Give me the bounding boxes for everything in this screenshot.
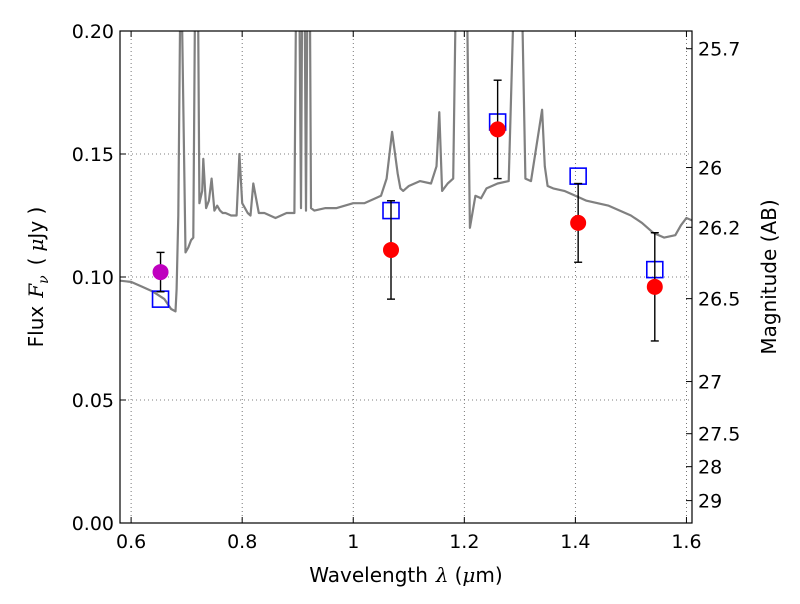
y-tick-label: 0.05 — [72, 390, 114, 412]
x-tick-label: 1 — [347, 531, 359, 553]
mag-tick-label: 26.5 — [698, 289, 740, 311]
x-tick-label: 1.4 — [560, 531, 590, 553]
observed-flux-point — [152, 264, 169, 281]
observed-flux-point — [646, 278, 663, 295]
mag-tick-label: 25.7 — [698, 39, 740, 61]
y-tick-label: 0.20 — [72, 21, 114, 43]
mag-tick-label: 27.5 — [698, 424, 740, 446]
x-tick-label: 0.6 — [116, 531, 146, 553]
x-tick-label: 1.6 — [671, 531, 701, 553]
axes: 0.6 0.8 1 1.2 1.4 1.6 0.00 0.05 0.10 0.15 0.20 25.7… — [72, 21, 741, 553]
y-tick-label: 0.15 — [72, 144, 114, 166]
mag-tick-label: 26.2 — [698, 217, 740, 239]
plot-area — [120, 31, 692, 342]
y-tick-label: 0.00 — [72, 513, 114, 535]
mag-tick-label: 28 — [698, 457, 722, 479]
x-axis-label: Wavelength λ (μm) — [309, 563, 502, 587]
observed-flux-point — [570, 214, 587, 231]
mag-tick-label: 26 — [698, 158, 722, 180]
right-axis-label: Magnitude (AB) — [757, 199, 781, 354]
sed-model-line — [120, 31, 692, 313]
x-tick-label: 0.8 — [227, 531, 257, 553]
mag-tick-label: 27 — [698, 372, 722, 394]
observed-flux-point — [489, 121, 506, 138]
mag-tick-label: 29 — [698, 491, 722, 513]
x-tick-label: 1.2 — [449, 531, 479, 553]
observed-flux-point — [383, 241, 400, 258]
grid-lines — [120, 31, 692, 523]
y-axis-label: FluxFν(μJy ) — [24, 207, 52, 348]
y-tick-label: 0.10 — [72, 267, 114, 289]
